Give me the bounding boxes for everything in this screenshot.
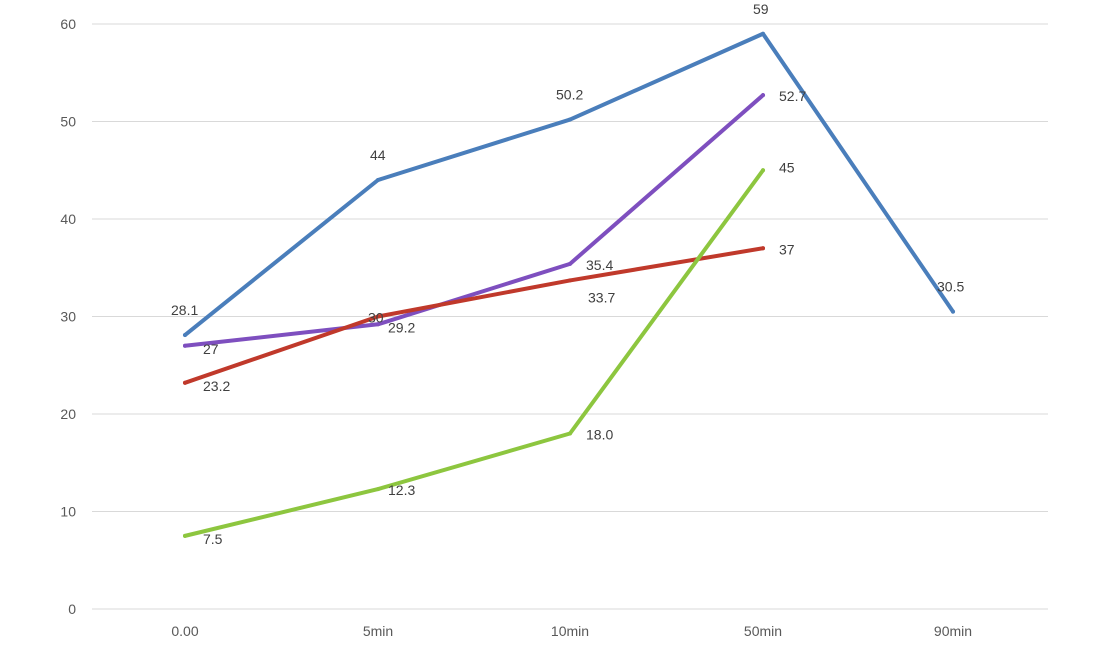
- data-point: [568, 278, 572, 283]
- data-label: 30: [368, 310, 384, 326]
- data-label: 50.2: [556, 87, 583, 103]
- y-tick-label: 20: [60, 406, 76, 422]
- data-point: [376, 178, 380, 182]
- data-point: [761, 93, 765, 98]
- data-point: [183, 533, 187, 538]
- data-point: [376, 322, 380, 327]
- data-label: 12.3: [388, 482, 415, 498]
- data-point: [951, 309, 955, 314]
- data-label: 30.5: [937, 279, 964, 295]
- x-tick-label: 50min: [744, 623, 782, 639]
- x-tick-label: 10min: [551, 623, 589, 639]
- data-label: 33.7: [588, 289, 615, 305]
- data-point: [183, 343, 187, 348]
- series-line: [183, 31, 955, 338]
- data-label: 29.2: [388, 319, 415, 335]
- y-tick-label: 50: [60, 114, 76, 130]
- data-label: 37: [779, 241, 795, 257]
- y-tick-label: 40: [60, 211, 76, 227]
- data-point: [376, 314, 380, 319]
- data-label: 45: [779, 159, 795, 175]
- y-tick-label: 30: [60, 309, 76, 325]
- data-label: 52.7: [779, 88, 806, 104]
- gridlines: [92, 23, 1048, 610]
- y-tick-label: 60: [60, 16, 76, 32]
- data-label: 7.5: [203, 531, 223, 547]
- data-point: [183, 333, 187, 338]
- x-tick-label: 0.00: [171, 623, 198, 639]
- data-point: [568, 117, 572, 122]
- data-point: [376, 487, 380, 492]
- data-label: 27: [203, 341, 219, 357]
- x-tick-label: 5min: [363, 623, 393, 639]
- series-lines: [183, 31, 955, 538]
- data-point: [761, 168, 765, 173]
- data-labels: 28.1 44 50.2 59 30.5 27 29.2 35.4 52.7 23.2 30 33.7…: [171, 1, 964, 547]
- data-point: [568, 261, 572, 266]
- data-label: 23.2: [203, 378, 230, 394]
- data-label: 59: [753, 1, 769, 17]
- data-point: [183, 380, 187, 385]
- data-label: 35.4: [586, 257, 613, 273]
- y-axis-ticks: 0 10 20 30 40 50 60: [60, 16, 76, 617]
- data-label: 28.1: [171, 302, 198, 318]
- y-tick-label: 10: [60, 504, 76, 520]
- data-point: [568, 431, 572, 436]
- series-line: [183, 246, 765, 385]
- x-tick-label: 90min: [934, 623, 972, 639]
- data-label: 18.0: [586, 427, 613, 443]
- series-line: [183, 93, 765, 348]
- y-tick-label: 0: [68, 601, 76, 617]
- data-point: [761, 31, 765, 36]
- data-point: [761, 246, 765, 251]
- data-label: 44: [370, 147, 386, 163]
- x-axis-ticks: 0.00 5min 10min 50min 90min: [171, 623, 972, 639]
- series-line: [183, 168, 765, 538]
